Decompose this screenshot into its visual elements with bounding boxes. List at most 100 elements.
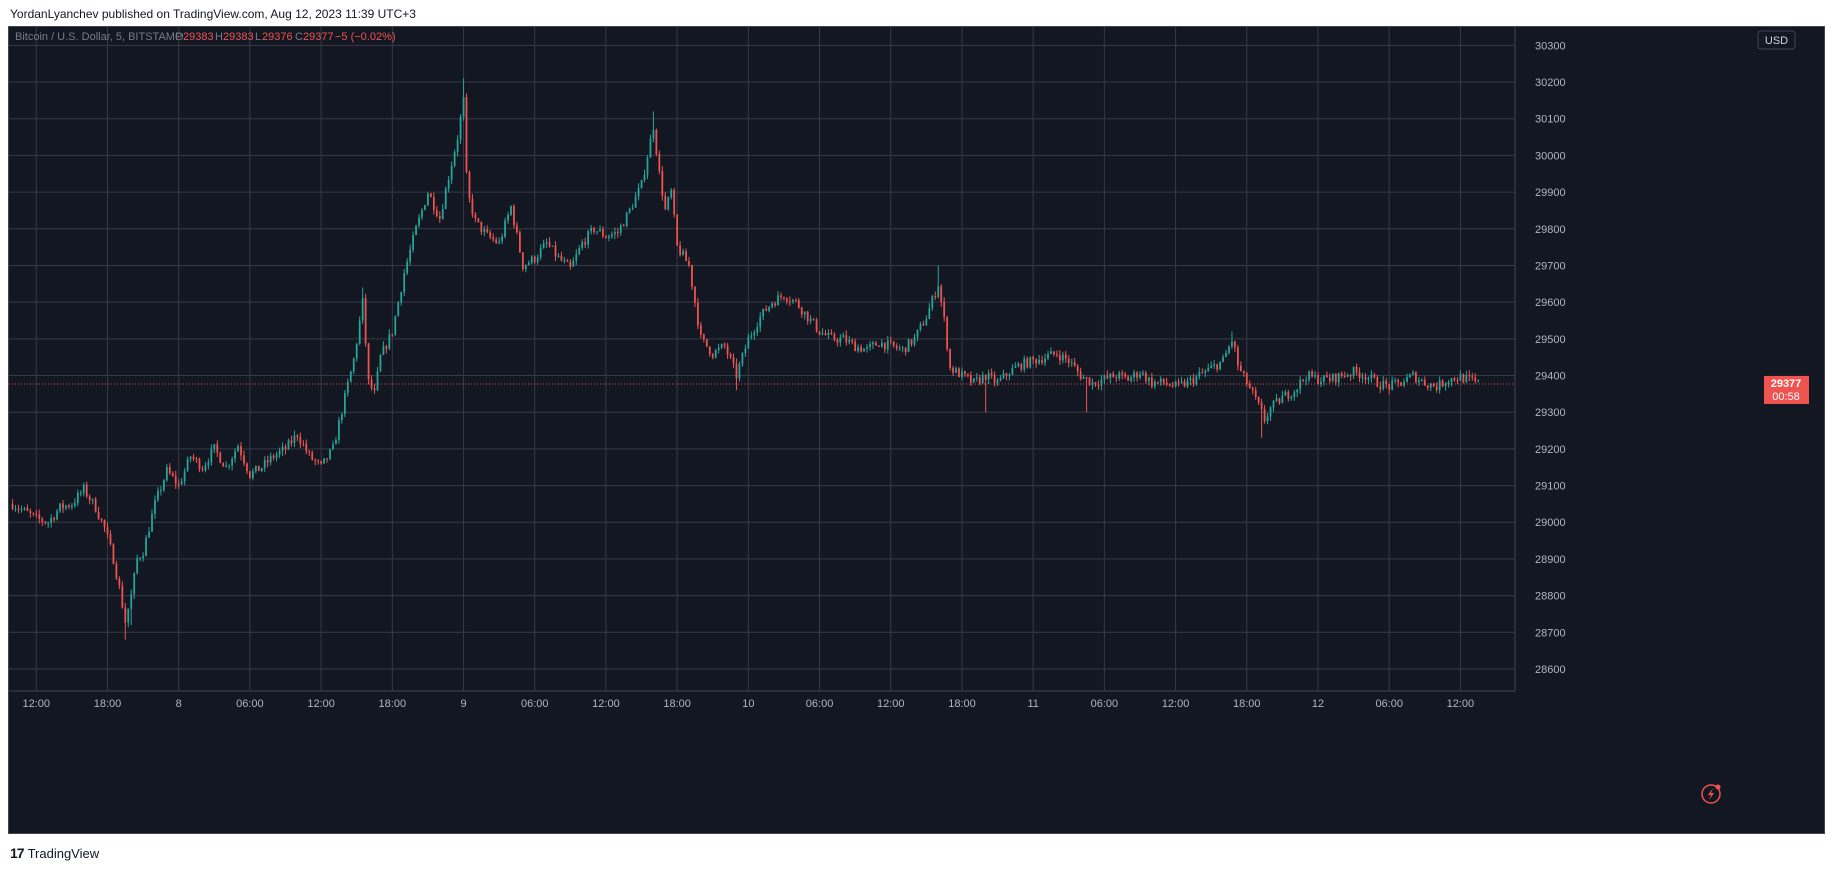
candle-body bbox=[370, 379, 373, 389]
candle-body bbox=[827, 332, 830, 335]
y-tick-label: 29300 bbox=[1535, 407, 1566, 419]
candle-body bbox=[723, 344, 726, 346]
candle-body bbox=[919, 324, 922, 330]
candle-body bbox=[127, 608, 130, 623]
candle-body bbox=[1355, 366, 1358, 373]
candle-body bbox=[1314, 375, 1316, 377]
candle-body bbox=[53, 517, 55, 520]
candle-body bbox=[1029, 357, 1032, 368]
candle-body bbox=[400, 292, 403, 303]
candle-body bbox=[397, 302, 400, 317]
x-tick-label: 11 bbox=[1027, 698, 1038, 710]
candle-body bbox=[115, 563, 118, 579]
candle-body bbox=[922, 324, 925, 326]
candle-body bbox=[498, 241, 501, 243]
candle-body bbox=[569, 261, 572, 267]
chart-frame[interactable]: 28600 28700 28800 28900 29000 29100 29200 29300… bbox=[8, 26, 1825, 834]
y-tick-label: 28900 bbox=[1535, 554, 1566, 566]
candle-body bbox=[1382, 380, 1385, 389]
candle-body bbox=[403, 273, 406, 293]
candle-body bbox=[1409, 374, 1411, 378]
candle-body bbox=[688, 261, 690, 266]
candle-body bbox=[1257, 397, 1260, 403]
candle-body bbox=[1210, 365, 1213, 369]
candle-body bbox=[981, 374, 984, 384]
candle-body bbox=[771, 303, 773, 307]
candlestick-chart[interactable]: 28600 28700 28800 28900 29000 29100 29200 29300… bbox=[9, 27, 1824, 833]
candle-body bbox=[355, 344, 358, 359]
candle-body bbox=[251, 471, 254, 478]
legend: Bitcoin / U.S. Dollar, 5, BITSTAMP O 293… bbox=[15, 31, 396, 43]
candle-body bbox=[323, 458, 325, 464]
candle-body bbox=[1287, 391, 1290, 399]
candle-body bbox=[1441, 380, 1444, 387]
candle-body bbox=[794, 299, 797, 301]
candle-body bbox=[76, 492, 79, 503]
candle-body bbox=[424, 205, 426, 210]
candle-body bbox=[228, 465, 231, 467]
candle-body bbox=[694, 286, 696, 303]
candle-body bbox=[38, 514, 41, 519]
candle-body bbox=[73, 502, 76, 506]
candle-body bbox=[1260, 402, 1263, 410]
x-tick-label: 18:00 bbox=[1233, 698, 1261, 710]
candle-body bbox=[519, 232, 521, 253]
candle-body bbox=[1370, 374, 1373, 379]
candle-body bbox=[1477, 380, 1480, 382]
legend-change: −5 (−0.02%) bbox=[335, 31, 396, 43]
candle-body bbox=[47, 522, 50, 524]
currency-button[interactable]: USD bbox=[1757, 30, 1796, 50]
candle-body bbox=[299, 437, 302, 444]
candle-body bbox=[489, 232, 492, 238]
candle-body bbox=[1171, 385, 1174, 387]
candle-body bbox=[1272, 401, 1275, 408]
candle-body bbox=[608, 236, 610, 238]
candle-body bbox=[1053, 351, 1055, 355]
candle-body bbox=[1391, 380, 1394, 390]
candle-body bbox=[44, 521, 47, 524]
candle-body bbox=[151, 513, 153, 532]
candle-body bbox=[456, 139, 459, 153]
candle-body bbox=[394, 316, 397, 335]
candle-body bbox=[1379, 386, 1382, 389]
candle-body bbox=[1201, 372, 1204, 374]
candle-body bbox=[990, 372, 993, 375]
candle-body bbox=[1035, 359, 1038, 364]
x-tick-label: 06:00 bbox=[521, 698, 549, 710]
candle-body bbox=[1070, 362, 1073, 364]
candle-body bbox=[560, 255, 563, 261]
candle-body bbox=[109, 534, 112, 545]
candle-body bbox=[750, 335, 753, 337]
candle-body bbox=[714, 350, 717, 358]
candle-body bbox=[584, 242, 587, 245]
candle-body bbox=[1474, 377, 1477, 382]
candle-body bbox=[453, 152, 456, 166]
candle-body bbox=[747, 336, 750, 349]
candle-body bbox=[225, 466, 228, 468]
candle-body bbox=[1281, 395, 1284, 404]
candle-body bbox=[41, 518, 44, 522]
candle-body bbox=[516, 225, 518, 233]
candle-body bbox=[1058, 355, 1061, 361]
candle-body bbox=[1412, 372, 1414, 375]
candle-body bbox=[1263, 409, 1266, 422]
grid-layer bbox=[9, 27, 1515, 691]
candle-body bbox=[1358, 372, 1361, 378]
candle-body bbox=[335, 439, 337, 445]
candle-body bbox=[1044, 358, 1046, 363]
candle-body bbox=[124, 607, 127, 623]
candle-body bbox=[284, 446, 287, 450]
axis-layer: 28600 28700 28800 28900 29000 29100 29200 29300… bbox=[9, 27, 1566, 710]
candle-body bbox=[928, 307, 931, 319]
candle-body bbox=[118, 578, 121, 586]
candle-body bbox=[257, 465, 260, 471]
candle-body bbox=[1079, 371, 1082, 380]
candle-body bbox=[1311, 371, 1313, 377]
candle-body bbox=[290, 440, 293, 444]
candle-body bbox=[1328, 377, 1331, 381]
candle-body bbox=[1162, 378, 1165, 383]
candle-body bbox=[1192, 378, 1195, 384]
lightning-icon[interactable] bbox=[1701, 784, 1721, 804]
candle-body bbox=[85, 484, 88, 497]
candle-body bbox=[186, 458, 189, 471]
